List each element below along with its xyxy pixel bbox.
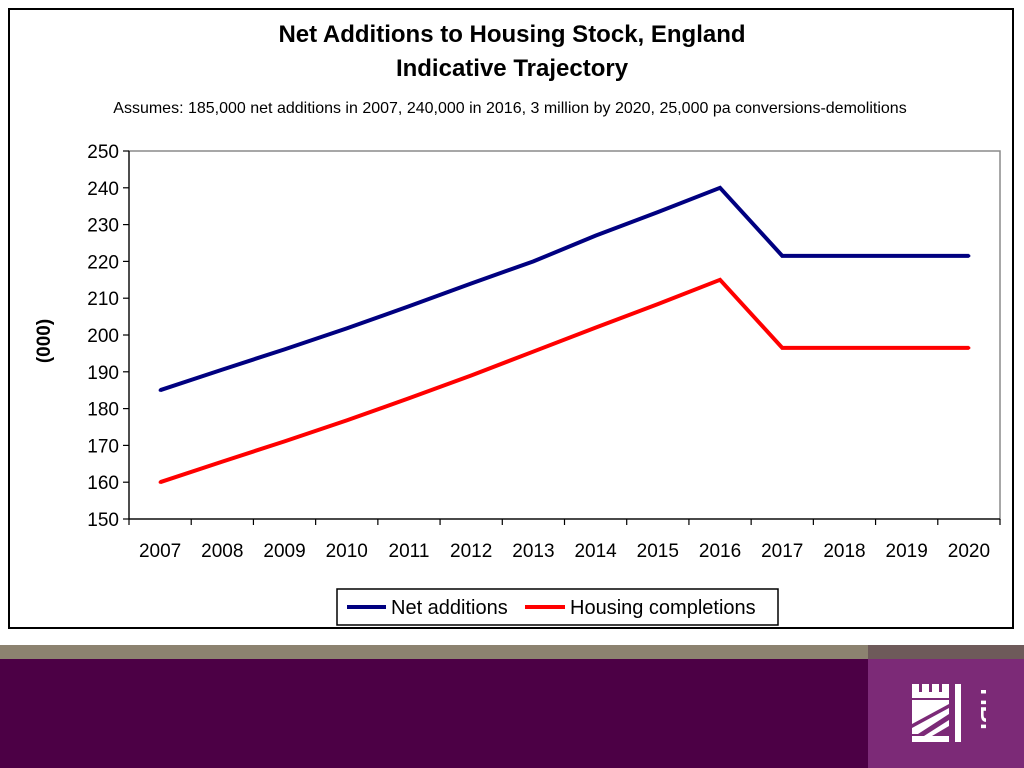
chart-title-line2: Indicative Trajectory — [396, 55, 629, 82]
axes-layer: 150 160 170 180 190 200 210 220 230 240 250 2007 200… — [87, 142, 1001, 562]
plot-area — [128, 150, 1001, 520]
hbf-logo-text: HBF — [975, 688, 986, 737]
data-point — [283, 347, 287, 351]
series-layer — [158, 185, 971, 485]
data-point — [220, 368, 224, 372]
x-tick-label: 2010 — [326, 541, 368, 562]
x-tick-label: 2009 — [263, 541, 305, 562]
data-point — [531, 350, 535, 354]
footer-band-purple — [0, 659, 868, 768]
data-point — [220, 460, 224, 464]
y-tick-label: 150 — [87, 510, 119, 531]
data-point — [158, 388, 162, 392]
data-point — [656, 210, 660, 214]
y-tick-label: 250 — [87, 142, 119, 163]
legend: Net additions Housing completions — [336, 588, 779, 626]
x-tick-label: 2017 — [761, 541, 803, 562]
x-tick-label: 2018 — [823, 541, 865, 562]
data-point — [842, 346, 846, 350]
series-line-net-additions — [159, 185, 969, 393]
legend-label-housing-completions: Housing completions — [570, 597, 756, 619]
data-point — [594, 326, 598, 330]
x-tick-label: 2019 — [886, 541, 928, 562]
y-axis-label: (000) — [34, 319, 55, 363]
data-point — [842, 254, 846, 258]
data-point — [345, 418, 349, 422]
data-point — [407, 396, 411, 400]
data-point — [656, 302, 660, 306]
data-point — [967, 254, 971, 258]
chart-title: Net Additions to Housing Stock, England — [278, 21, 745, 48]
x-tick-label: 2008 — [201, 541, 243, 562]
data-point — [905, 346, 909, 350]
x-tick-label: 2020 — [948, 541, 990, 562]
chart-frame: Net Additions to Housing Stock, England … — [8, 8, 1014, 629]
x-tick-label: 2016 — [699, 541, 741, 562]
x-tick-label: 2012 — [450, 541, 492, 562]
data-point — [531, 259, 535, 263]
y-tick-label: 220 — [87, 252, 119, 273]
legend-label-net-additions: Net additions — [391, 597, 508, 619]
data-point — [283, 439, 287, 443]
data-point — [469, 281, 473, 285]
y-tick-label: 210 — [87, 289, 119, 310]
data-point — [158, 480, 162, 484]
data-point — [905, 254, 909, 258]
x-tick-label: 2015 — [637, 541, 679, 562]
x-tick-label: 2011 — [389, 541, 430, 562]
series-line-housing-completions — [159, 277, 969, 485]
data-point — [780, 254, 784, 258]
data-point — [718, 186, 722, 190]
y-tick-label: 170 — [87, 436, 119, 457]
data-point — [967, 346, 971, 350]
footer-band-dark — [868, 645, 1024, 659]
y-tick-label: 200 — [87, 326, 119, 347]
data-point — [718, 278, 722, 282]
x-tick-label: 2014 — [574, 541, 617, 562]
y-tick-label: 160 — [87, 473, 119, 494]
x-tick-label: 2013 — [512, 541, 554, 562]
y-tick-label: 180 — [87, 400, 119, 421]
data-point — [594, 234, 598, 238]
data-point — [469, 373, 473, 377]
y-tick-label: 240 — [87, 179, 119, 200]
y-tick-label: 230 — [87, 216, 119, 237]
data-point — [780, 346, 784, 350]
line-chart: Net Additions to Housing Stock, England … — [34, 21, 1001, 626]
hbf-castle-logo-icon: HBF — [912, 684, 986, 742]
data-point — [407, 304, 411, 308]
y-tick-label: 190 — [87, 363, 119, 384]
x-tick-label: 2007 — [139, 541, 181, 562]
chart-subtitle: Assumes: 185,000 net additions in 2007, … — [113, 100, 906, 117]
footer-band-taupe — [0, 645, 868, 659]
data-point — [345, 326, 349, 330]
